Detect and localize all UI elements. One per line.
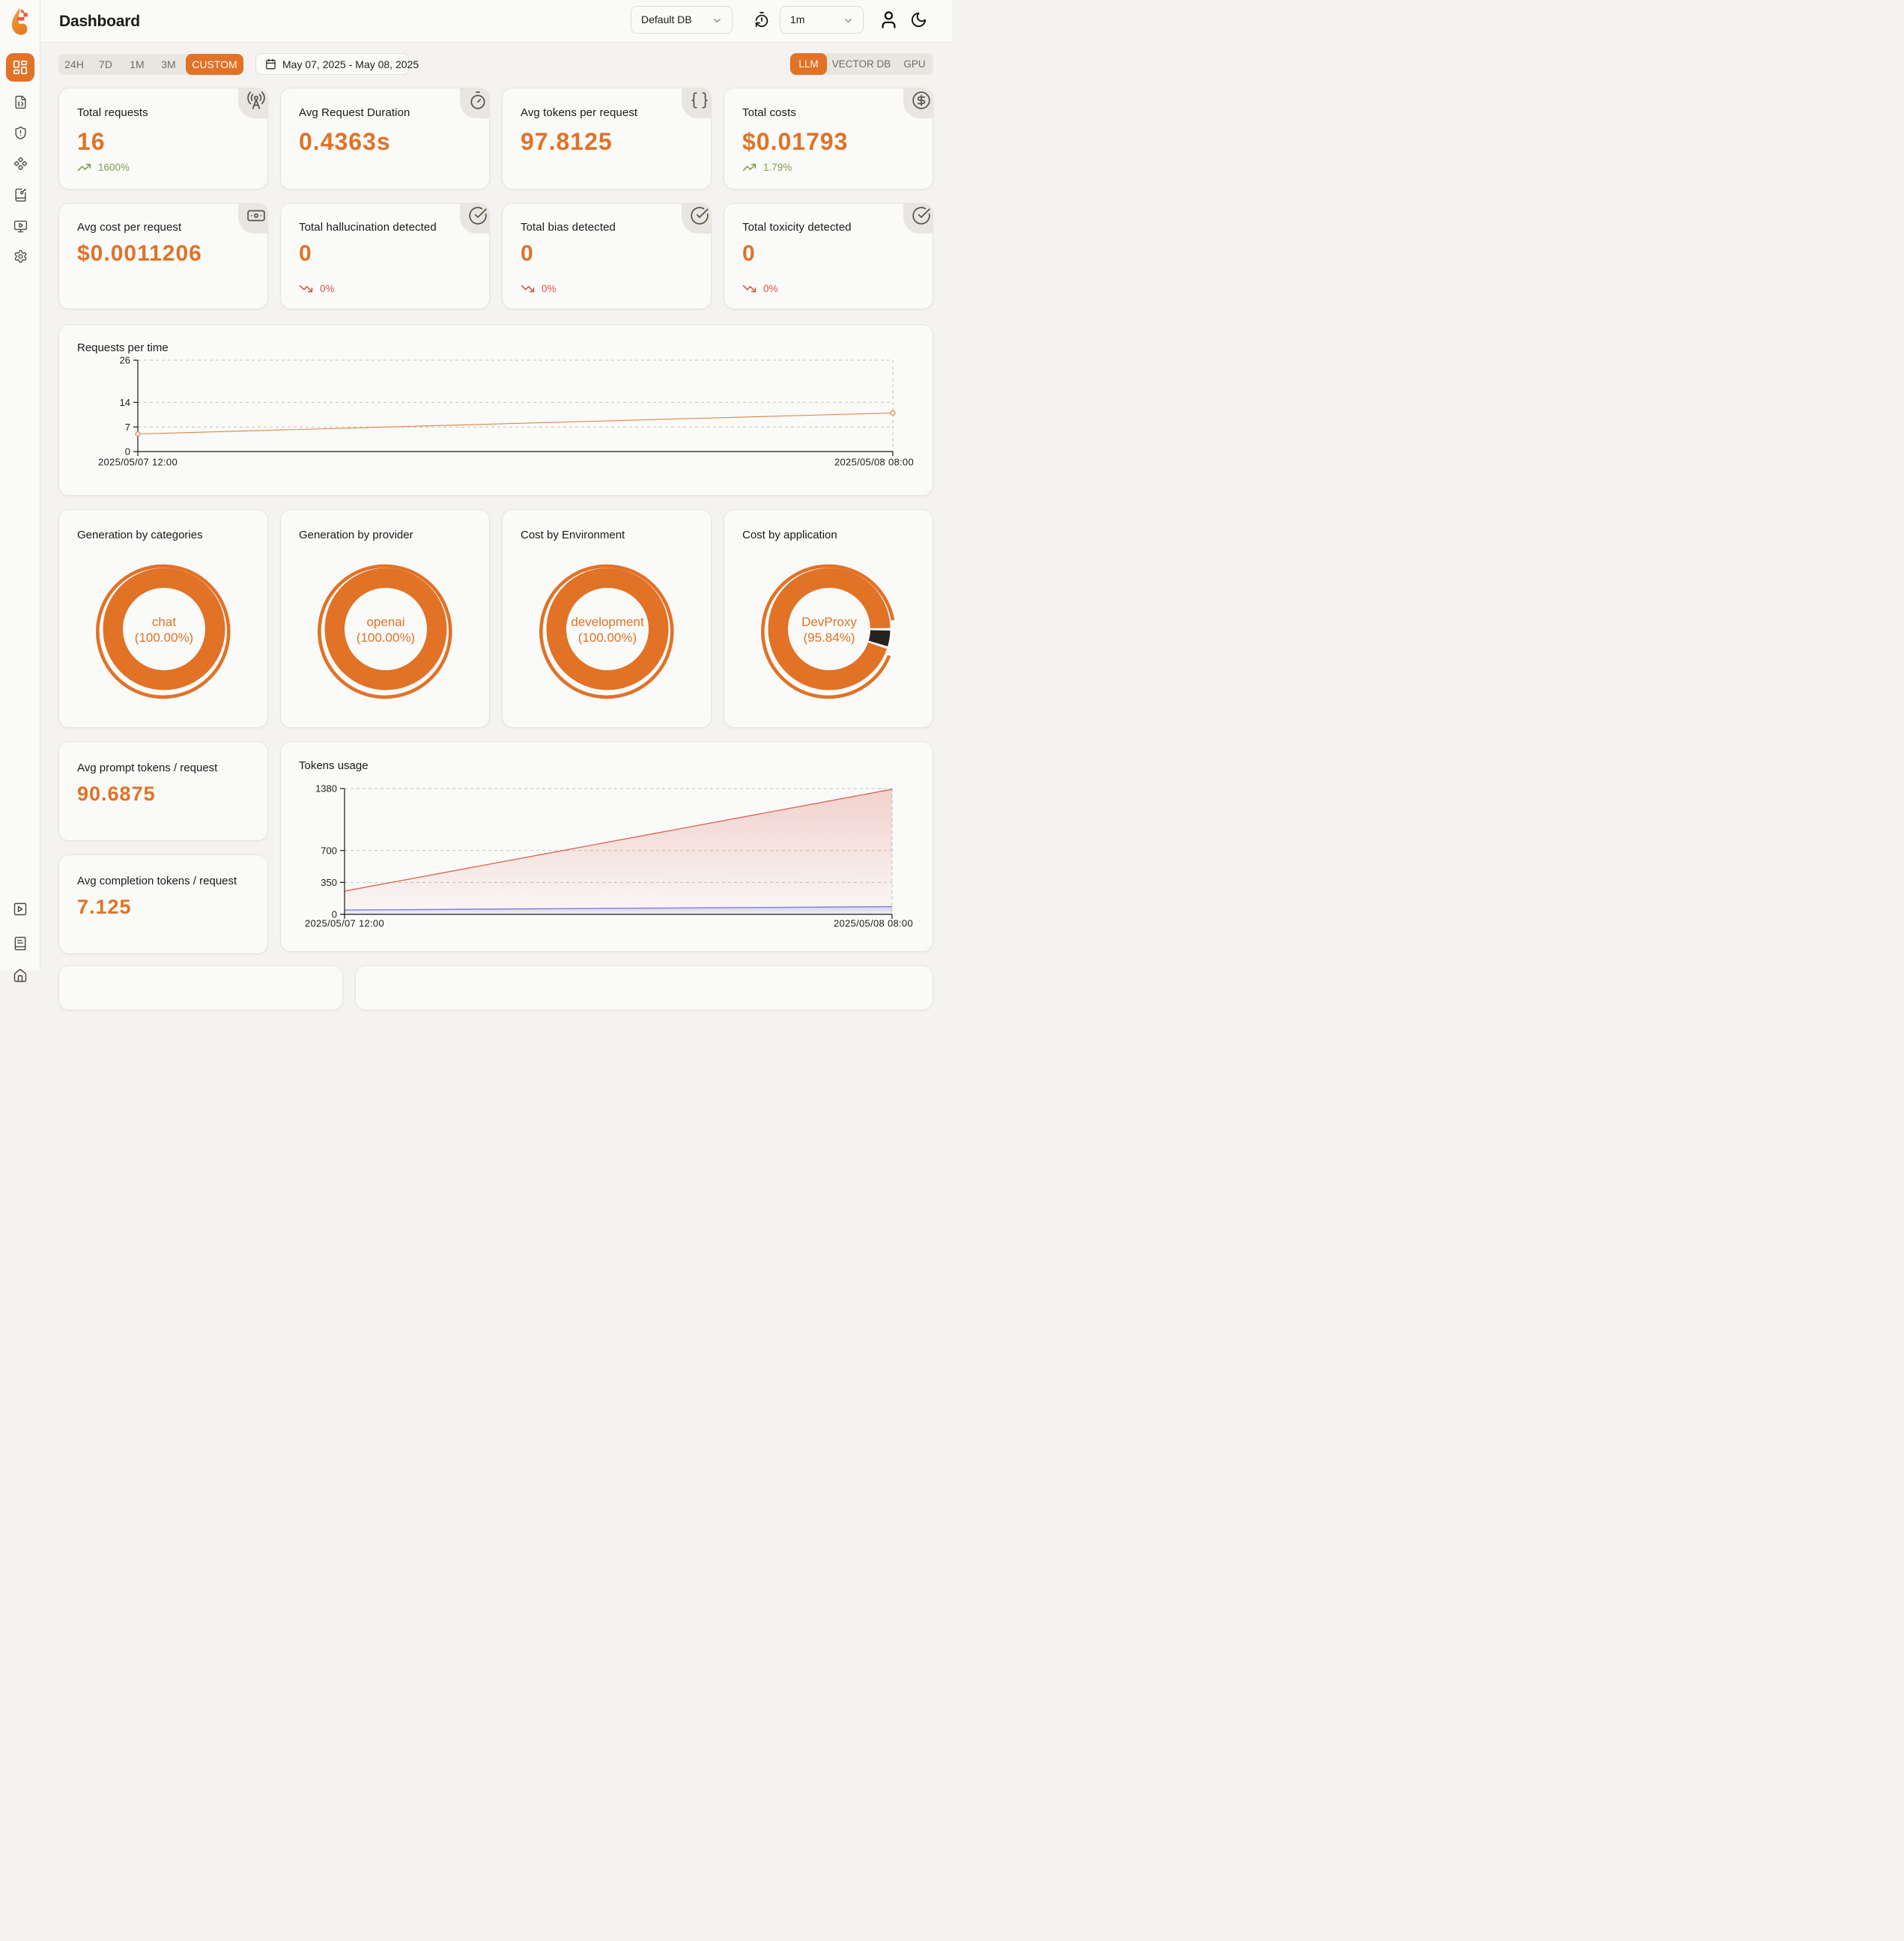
svg-text:2025/05/07 12:00: 2025/05/07 12:00 — [98, 456, 178, 467]
svg-text:(95.84%): (95.84%) — [804, 631, 855, 645]
svg-text:2025/05/08 08:00: 2025/05/08 08:00 — [834, 917, 913, 929]
svg-text:0: 0 — [332, 909, 337, 920]
svg-text:1380: 1380 — [315, 783, 337, 795]
svg-text:DevProxy: DevProxy — [801, 615, 857, 629]
svg-text:(100.00%): (100.00%) — [135, 631, 193, 645]
svg-text:700: 700 — [321, 845, 337, 857]
svg-text:(100.00%): (100.00%) — [357, 631, 415, 645]
svg-text:26: 26 — [120, 355, 130, 366]
svg-text:350: 350 — [321, 877, 337, 888]
svg-text:14: 14 — [120, 397, 130, 408]
svg-text:7: 7 — [125, 422, 130, 433]
svg-text:2025/05/08 08:00: 2025/05/08 08:00 — [834, 456, 914, 467]
svg-text:0: 0 — [125, 446, 130, 458]
svg-text:chat: chat — [152, 615, 176, 629]
svg-text:openai: openai — [366, 615, 404, 629]
svg-text:development: development — [571, 615, 644, 629]
svg-text:2025/05/07 12:00: 2025/05/07 12:00 — [305, 917, 384, 929]
svg-text:(100.00%): (100.00%) — [578, 631, 637, 645]
